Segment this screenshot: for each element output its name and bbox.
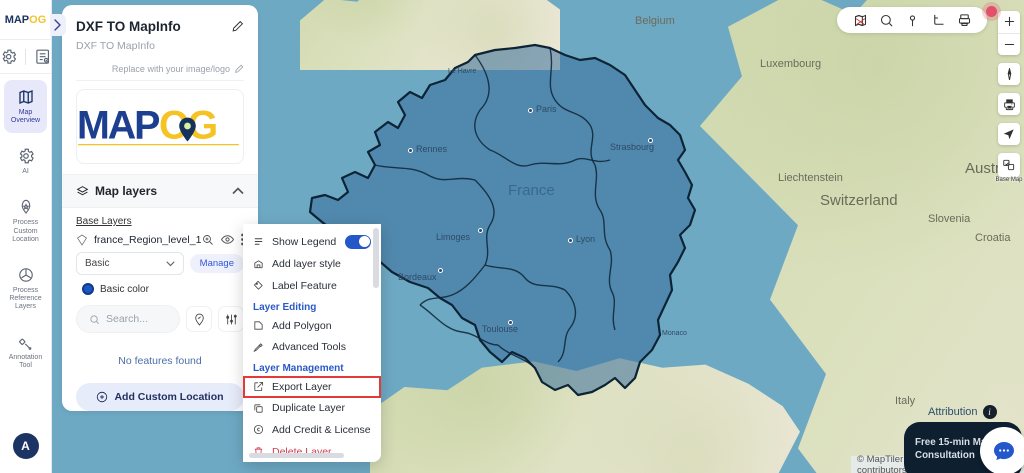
svg-text:MAP: MAP bbox=[77, 103, 159, 147]
